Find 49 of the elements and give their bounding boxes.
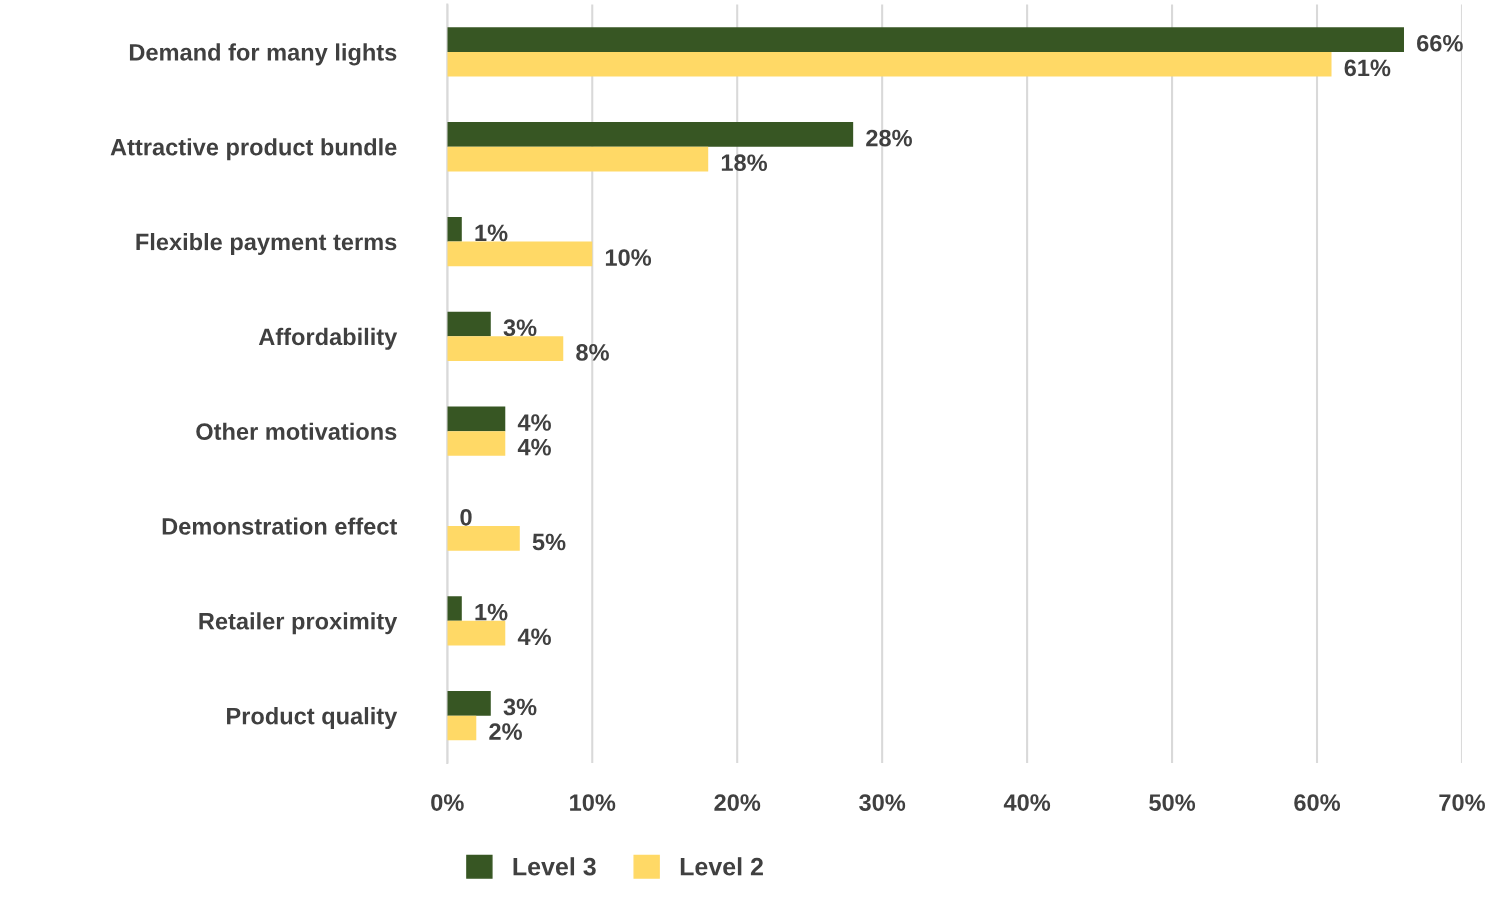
x-tick-label: 20% bbox=[714, 794, 761, 811]
data-label: 18% bbox=[721, 154, 768, 172]
y-tick-label: Product quality bbox=[227, 707, 398, 730]
data-label: 3% bbox=[503, 698, 537, 716]
bar bbox=[447, 27, 1404, 52]
legend-label: Level 3 bbox=[513, 857, 596, 876]
bar bbox=[447, 122, 854, 147]
bar bbox=[447, 336, 564, 362]
bar bbox=[447, 715, 477, 741]
legend-label: Level 2 bbox=[680, 857, 763, 876]
data-label: 4% bbox=[517, 438, 551, 456]
data-label: 2% bbox=[489, 723, 522, 740]
data-label: 5% bbox=[532, 533, 566, 551]
bar bbox=[447, 620, 506, 646]
data-label: 8% bbox=[576, 344, 609, 361]
data-label: 0 bbox=[460, 508, 472, 526]
x-tick-label: 0% bbox=[431, 794, 464, 811]
data-label: 10% bbox=[605, 249, 652, 266]
data-label: 28% bbox=[866, 129, 912, 147]
data-label: 66% bbox=[1417, 34, 1463, 52]
x-tick-label: 10% bbox=[570, 794, 616, 811]
x-tick-label: 30% bbox=[859, 794, 906, 811]
bar bbox=[447, 596, 462, 621]
data-label: 4% bbox=[517, 414, 551, 431]
x-tick-label: 40% bbox=[1003, 794, 1051, 811]
x-tick-label: 70% bbox=[1439, 794, 1485, 811]
data-label: 1% bbox=[475, 603, 508, 621]
bar bbox=[447, 406, 506, 432]
bar bbox=[447, 146, 709, 172]
x-tick-label: 50% bbox=[1149, 794, 1196, 811]
y-tick-label: Retailer proximity bbox=[199, 612, 398, 635]
y-tick-label: Attractive product bundle bbox=[110, 138, 397, 161]
y-tick-label: Other motivations bbox=[196, 422, 397, 440]
bar bbox=[447, 526, 520, 551]
y-tick-label: Demand for many lights bbox=[129, 43, 397, 66]
y-tick-label: Affordability bbox=[258, 327, 398, 350]
data-label: 4% bbox=[517, 628, 551, 646]
x-tick-label: 60% bbox=[1294, 794, 1341, 811]
y-tick-label: Flexible payment terms bbox=[136, 233, 397, 256]
y-tick-label: Demonstration effect bbox=[162, 517, 398, 535]
bar bbox=[447, 690, 491, 716]
bar bbox=[447, 51, 1332, 77]
bar bbox=[447, 241, 593, 267]
bar bbox=[447, 311, 491, 337]
bar bbox=[447, 216, 462, 242]
data-label: 1% bbox=[475, 224, 508, 242]
data-label: 61% bbox=[1344, 59, 1391, 77]
bar bbox=[447, 431, 506, 456]
data-label: 3% bbox=[503, 319, 537, 337]
